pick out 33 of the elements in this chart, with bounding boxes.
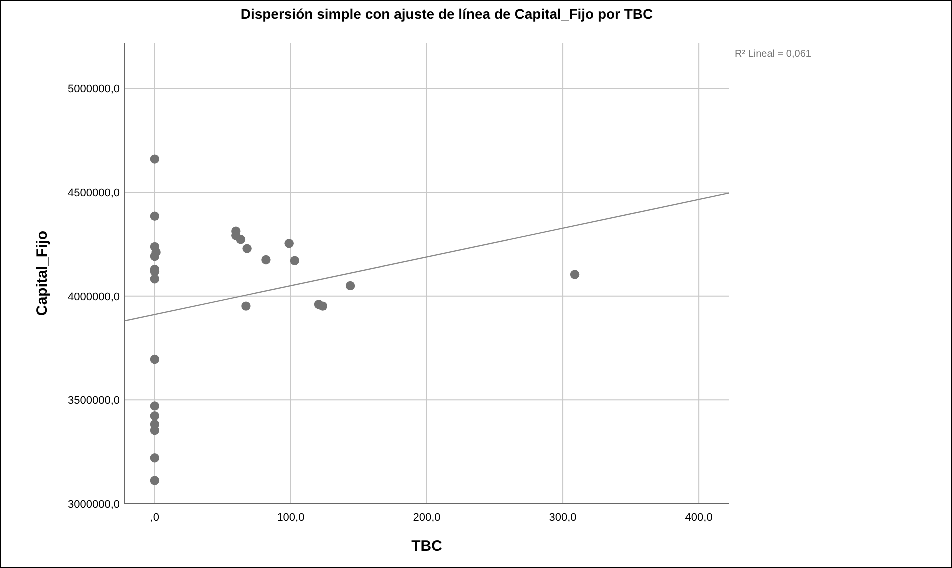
point — [262, 255, 271, 265]
y-tick-label: 4000000,0 — [68, 291, 120, 304]
x-tick-label: ,0 — [150, 512, 160, 524]
point — [150, 402, 160, 411]
y-tick-label: 5000000,0 — [68, 84, 120, 96]
y-axis-title: Capital_Fijo — [34, 230, 51, 316]
point — [150, 154, 160, 164]
point — [290, 256, 300, 266]
x-axis-title: TBC — [412, 538, 443, 555]
x-tick-label: 300,0 — [549, 512, 577, 524]
point — [150, 454, 160, 463]
y-tick-label: 3500000,0 — [68, 395, 120, 408]
x-tick-label: 100,0 — [277, 512, 305, 524]
x-tick-label: 200,0 — [413, 512, 441, 524]
point — [150, 426, 160, 436]
point — [242, 244, 252, 254]
point — [150, 354, 160, 364]
point — [150, 412, 160, 421]
point — [284, 238, 294, 248]
point — [570, 270, 580, 280]
x-tick-label: 400,0 — [685, 512, 713, 524]
y-tick-label: 4500000,0 — [68, 188, 120, 200]
point — [150, 212, 160, 221]
point — [150, 476, 160, 486]
chart-title: Dispersión simple con ajuste de línea de Capital_Fijo por TBC — [240, 6, 654, 22]
point — [346, 281, 356, 291]
point — [242, 302, 251, 311]
point — [150, 252, 160, 262]
point — [150, 274, 160, 284]
text: R² Lineal = 0,061 — [735, 49, 812, 60]
y-tick-label: 3000000,0 — [68, 499, 120, 511]
point — [236, 235, 246, 244]
point — [318, 302, 328, 311]
